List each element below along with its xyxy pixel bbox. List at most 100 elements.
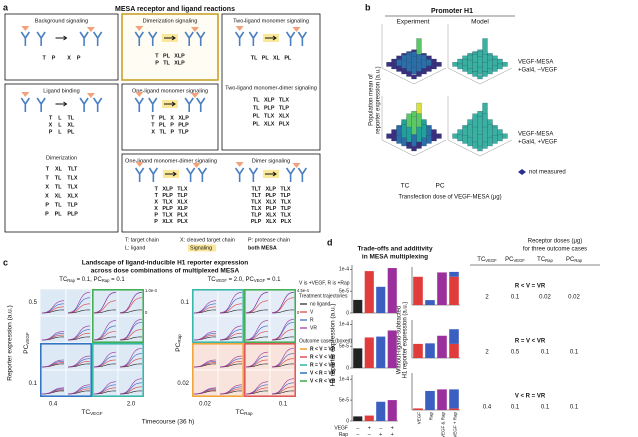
bar-3d — [406, 62, 412, 72]
grid-cell — [243, 342, 271, 371]
bar — [437, 272, 447, 305]
scale-label: 4.5e-4 — [297, 288, 310, 293]
panel-title: in MESA multiplexing — [362, 254, 428, 261]
reaction-arrow — [165, 171, 177, 177]
trajectory-curve — [271, 336, 294, 341]
table-cell: 0.4 — [483, 405, 492, 411]
receptor-icon — [148, 167, 159, 182]
section-row: TLP XLX TLX — [251, 212, 291, 218]
grid-cell — [117, 369, 145, 398]
receptor-icon — [134, 31, 144, 46]
bar — [376, 286, 386, 313]
section-row: T PL X XLP — [151, 115, 189, 121]
section-row: X PLP XLP — [154, 206, 188, 212]
bar-3d — [502, 133, 508, 139]
section-row: X TLX XLX — [154, 199, 188, 205]
ligand-icon — [190, 27, 199, 32]
axis-label: PC — [435, 183, 444, 190]
y-axis-label-part: Rap — [177, 334, 182, 343]
y-tick-label: 0.1 — [181, 300, 190, 306]
bar-3d — [436, 62, 442, 67]
bar-3d — [436, 133, 442, 139]
receptor-icon — [297, 31, 308, 46]
row-label: +Gal4, –VEGF — [518, 68, 558, 74]
bar-3d — [457, 134, 463, 142]
section-row: P L PL — [49, 129, 75, 135]
bar-3d — [411, 66, 417, 75]
trajectory-curve — [193, 387, 217, 395]
receptor-icon — [20, 31, 31, 46]
column-label: Experiment — [397, 19, 430, 26]
receptor-icon — [248, 167, 259, 182]
trajectory-curve — [93, 351, 117, 368]
panel-letter: d — [327, 237, 333, 247]
legend-entry: V < R < VR — [310, 378, 336, 384]
trajectory-curve — [67, 303, 91, 314]
section-row: X XL XLX — [45, 193, 78, 199]
treatment-sign: + — [391, 425, 394, 431]
section-row: P TL TLP — [45, 202, 78, 208]
reaction-arrow — [164, 101, 176, 107]
ligand-icon — [86, 27, 95, 32]
bar-3d — [497, 134, 503, 142]
x-axis-label: TCVEGF — [81, 409, 102, 416]
x-tick-label: Rap — [429, 412, 434, 421]
bar-3d — [396, 59, 402, 67]
grid-cell — [91, 369, 119, 398]
grid-cell — [269, 342, 297, 371]
bar — [387, 400, 397, 421]
trajectory-curve — [271, 291, 295, 314]
grid-cell — [243, 369, 271, 398]
table-header-part: VEGF — [513, 258, 525, 263]
grid-header-part: VEGF — [216, 278, 228, 283]
legend-entry: R — [310, 317, 314, 323]
bar-3d — [467, 59, 473, 70]
section-row: TLX PLP TLP — [251, 206, 291, 212]
table-cell: 0.1 — [541, 350, 550, 356]
receptor-icon — [184, 97, 194, 112]
trajectory-curve — [245, 309, 268, 314]
grid-cell — [191, 369, 219, 398]
section-row: T L TL — [49, 115, 75, 121]
bar-3d — [401, 68, 407, 75]
trajectory-curve — [245, 291, 269, 314]
bar-3d — [472, 141, 478, 149]
bar — [449, 343, 459, 358]
receptor-icon — [36, 97, 46, 112]
bar-3d — [431, 58, 437, 65]
x-tick-label: 0.4 — [49, 402, 58, 408]
trajectory-curve — [119, 291, 143, 314]
bar — [449, 329, 459, 344]
outcome-box — [40, 343, 92, 397]
y-axis-label: reporter expression (a.u.) — [376, 66, 382, 133]
y-axis-label: PCVEGF — [23, 332, 30, 354]
receptor-icon — [20, 97, 31, 112]
section-row: X TL TLX — [45, 184, 78, 190]
grid-cell — [191, 288, 219, 317]
column-label: Model — [471, 19, 489, 26]
table-header-part: Rap — [574, 258, 582, 263]
bar-3d — [391, 63, 397, 70]
trajectory-curve — [93, 331, 117, 341]
x-axis-label-part: TC — [81, 409, 90, 416]
not-measured-marker — [518, 169, 526, 175]
y-tick-label: 0.5 — [29, 300, 38, 306]
grid-header-part: VEGF — [254, 278, 266, 283]
bar-3d — [487, 68, 493, 75]
x-axis-label: Timecourse (36 h) — [142, 419, 195, 426]
bar-3d — [482, 62, 488, 72]
grid-cell — [269, 369, 297, 398]
reaction-arrow — [164, 35, 176, 41]
trajectory-curve — [93, 309, 116, 314]
panel-title: MESA receptor and ligand reactions — [115, 6, 235, 13]
treatment-sign: + — [379, 432, 382, 437]
grid-header-part: TC — [59, 277, 68, 283]
trajectory-curve — [93, 320, 117, 341]
ligand-icon — [292, 163, 301, 168]
legend-note: V is +VEGF, R is +Rap — [299, 280, 350, 286]
x-axis-label-part: Rap — [244, 411, 253, 416]
bar-3d — [467, 68, 473, 75]
receptor-icon — [79, 31, 89, 46]
y-tick-label: 1e-4 — [339, 322, 349, 328]
trajectory-curve — [41, 300, 65, 314]
